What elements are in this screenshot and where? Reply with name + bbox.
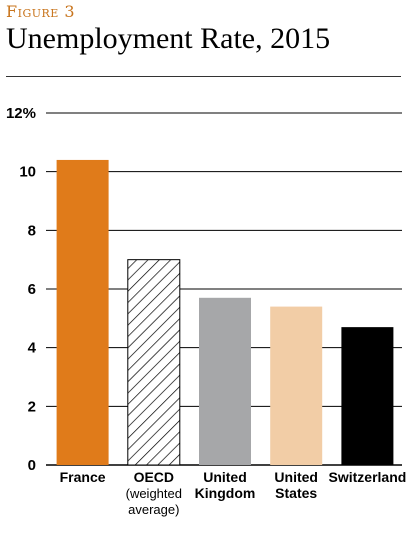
x-category-label: United bbox=[274, 469, 318, 485]
figure-label: Figure 3 bbox=[6, 2, 76, 21]
x-category-label: OECD bbox=[134, 469, 174, 485]
y-tick-label: 4 bbox=[28, 340, 37, 357]
y-tick-label: 2 bbox=[28, 398, 36, 415]
title-rule bbox=[6, 76, 401, 77]
bar-1 bbox=[127, 259, 181, 466]
y-tick-label: 6 bbox=[28, 281, 36, 298]
x-category-label: Kingdom bbox=[195, 485, 256, 501]
x-category-label: States bbox=[275, 485, 317, 501]
bar-3 bbox=[270, 306, 323, 465]
bar-2 bbox=[199, 297, 251, 465]
x-category-sublabel: average) bbox=[128, 502, 179, 517]
y-tick-label: 0 bbox=[28, 457, 36, 474]
x-category-sublabel: (weighted bbox=[126, 486, 182, 501]
y-tick-label: 8 bbox=[28, 222, 36, 239]
x-category-label: France bbox=[60, 469, 106, 485]
bar-4 bbox=[341, 327, 394, 465]
x-category-label: Switzerland bbox=[329, 469, 407, 485]
x-category-label: United bbox=[203, 469, 247, 485]
bar-0 bbox=[56, 159, 109, 465]
y-tick-label: 10 bbox=[19, 164, 36, 181]
y-tick-label: 12% bbox=[6, 105, 36, 122]
chart-title: Unemployment Rate, 2015 bbox=[6, 22, 331, 55]
